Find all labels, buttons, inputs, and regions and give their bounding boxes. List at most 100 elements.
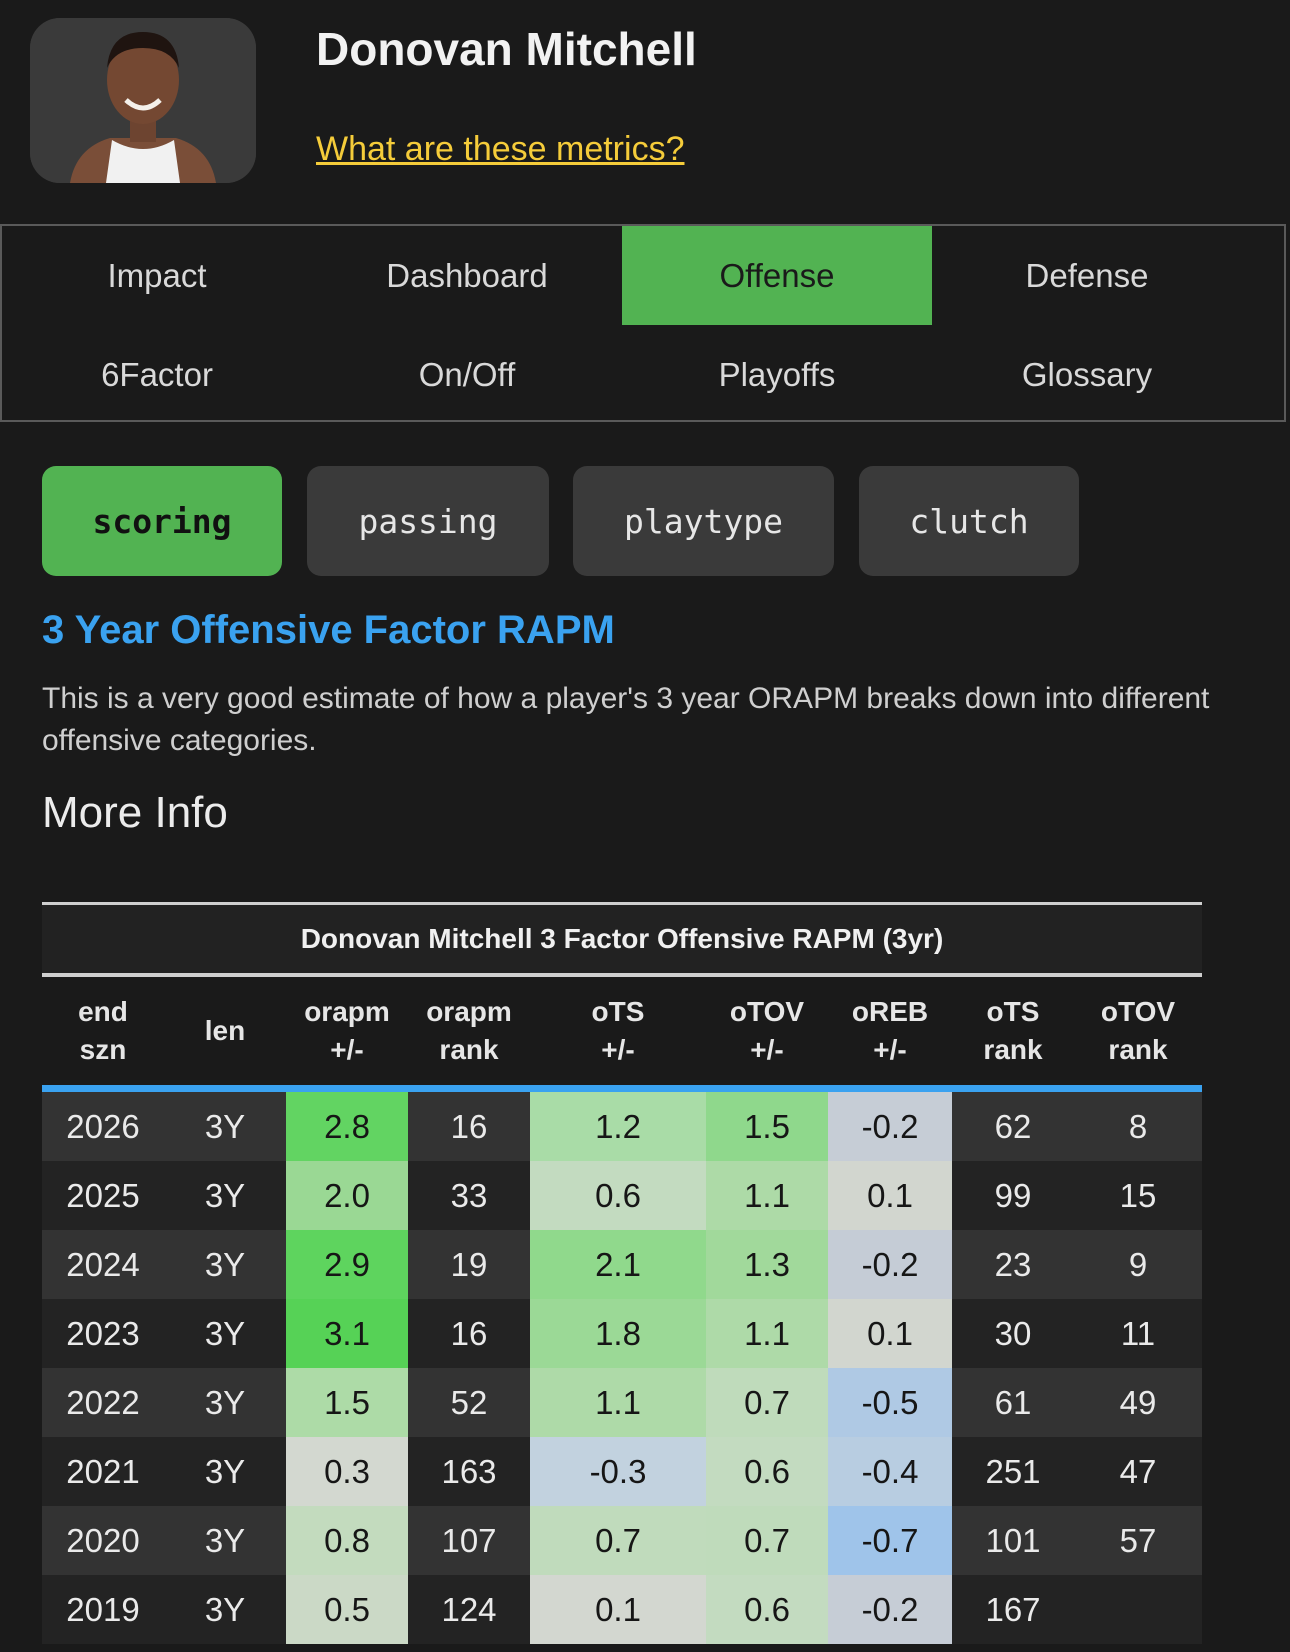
column-header-line: oTS	[591, 996, 645, 1027]
table-cell-orapm-rank: 19	[408, 1230, 530, 1299]
table-cell-otov-pm: 1.5	[706, 1088, 828, 1161]
table-cell-otov-rank: 47	[1074, 1437, 1202, 1506]
table-cell-orapm-pm: 3.1	[286, 1299, 408, 1368]
table-cell-orapm-rank: 107	[408, 1506, 530, 1575]
subtab-clutch[interactable]: clutch	[859, 466, 1079, 576]
main-nav: Impact Dashboard Offense Defense 6Factor…	[0, 224, 1286, 422]
column-header-line: +/-	[873, 1034, 907, 1065]
table-cell-orapm-pm: 0.3	[286, 1437, 408, 1506]
table-cell-otov-rank: 11	[1074, 1299, 1202, 1368]
table-cell-len: 3Y	[164, 1299, 286, 1368]
table-cell-ots-rank: 30	[952, 1299, 1074, 1368]
section-description: This is a very good estimate of how a pl…	[42, 682, 1210, 757]
table-body: 2026 3Y 2.8 16 1.2 1.5 -0.2 62 8 2025 3Y 2.0 33 0.6 1.…	[42, 1088, 1202, 1644]
subtab-passing[interactable]: passing	[307, 466, 549, 576]
nav-tab-6factor[interactable]: 6Factor	[101, 355, 213, 393]
table-cell-orapm-pm: 1.5	[286, 1368, 408, 1437]
table-cell-ots-pm: -0.3	[530, 1437, 706, 1506]
table-cell-ots-rank: 23	[952, 1230, 1074, 1299]
table-header-row: end szn len orapm +/- orapm rank oTS +/- oTOV +/- o…	[42, 977, 1202, 1092]
table-cell-oreb-pm: -0.2	[828, 1230, 952, 1299]
column-header-line: orapm	[426, 996, 512, 1027]
table-cell-end-szn: 2021	[42, 1437, 164, 1506]
nav-tab-onoff[interactable]: On/Off	[418, 355, 516, 393]
nav-tab-offense[interactable]: Offense	[622, 226, 932, 325]
column-header-line: rank	[439, 1034, 499, 1065]
column-header-line: oREB	[851, 996, 929, 1027]
table-title: Donovan Mitchell 3 Factor Offensive RAPM…	[42, 902, 1202, 977]
column-header-line: rank	[1108, 1034, 1168, 1065]
more-info-heading: More Info	[42, 788, 228, 837]
nav-tab-playoffs[interactable]: Playoffs	[718, 355, 836, 393]
table-cell-end-szn: 2025	[42, 1161, 164, 1230]
table-cell-ots-rank: 101	[952, 1506, 1074, 1575]
subtab-scoring[interactable]: scoring	[42, 466, 282, 576]
player-name: Donovan Mitchell	[316, 23, 697, 75]
column-header-line: oTOV	[729, 996, 805, 1027]
table-cell-len: 3Y	[164, 1161, 286, 1230]
column-header-len[interactable]: len	[164, 977, 286, 1092]
column-header-ots-rank[interactable]: oTS rank	[952, 977, 1074, 1092]
table-cell-orapm-pm: 0.5	[286, 1575, 408, 1644]
metrics-info-link[interactable]: What are these metrics?	[316, 130, 685, 168]
column-header-ots-pm[interactable]: oTS +/-	[530, 977, 706, 1092]
table-row: 2021 3Y 0.3 163 -0.3 0.6 -0.4 251 47	[42, 1437, 1202, 1506]
table-cell-orapm-pm: 2.0	[286, 1161, 408, 1230]
table-cell-otov-pm: 1.1	[706, 1161, 828, 1230]
table-cell-orapm-pm: 2.9	[286, 1230, 408, 1299]
column-header-orapm-rank[interactable]: orapm rank	[408, 977, 530, 1092]
section-title: 3 Year Offensive Factor RAPM	[42, 608, 615, 652]
table-cell-otov-rank: 9	[1074, 1230, 1202, 1299]
table-cell-otov-pm: 0.7	[706, 1368, 828, 1437]
nav-tab-dashboard[interactable]: Dashboard	[386, 256, 548, 294]
column-header-oreb-pm[interactable]: oREB +/-	[828, 977, 952, 1092]
table-cell-otov-pm: 1.3	[706, 1230, 828, 1299]
nav-tab-defense[interactable]: Defense	[1025, 256, 1149, 294]
table-cell-orapm-pm: 0.8	[286, 1506, 408, 1575]
table-cell-oreb-pm: 0.1	[828, 1299, 952, 1368]
rapm-table: Donovan Mitchell 3 Factor Offensive RAPM…	[42, 902, 1202, 1644]
table-cell-oreb-pm: -0.5	[828, 1368, 952, 1437]
table-cell-oreb-pm: -0.4	[828, 1437, 952, 1506]
table-cell-ots-pm: 0.7	[530, 1506, 706, 1575]
table-cell-oreb-pm: -0.2	[828, 1088, 952, 1161]
table-cell-ots-rank: 167	[952, 1575, 1074, 1644]
table-cell-otov-rank: 8	[1074, 1088, 1202, 1161]
column-header-line: len	[204, 1015, 246, 1046]
subtab-playtype[interactable]: playtype	[573, 466, 834, 576]
table-row: 2024 3Y 2.9 19 2.1 1.3 -0.2 23 9	[42, 1230, 1202, 1299]
table-cell-otov-pm: 0.6	[706, 1575, 828, 1644]
table-cell-orapm-rank: 163	[408, 1437, 530, 1506]
table-cell-len: 3Y	[164, 1506, 286, 1575]
table-cell-oreb-pm: -0.7	[828, 1506, 952, 1575]
table-cell-otov-pm: 0.7	[706, 1506, 828, 1575]
column-header-line: +/-	[330, 1034, 364, 1065]
table-cell-otov-rank: 49	[1074, 1368, 1202, 1437]
column-header-line: oTS	[986, 996, 1040, 1027]
nav-tab-impact[interactable]: Impact	[107, 256, 207, 294]
table-cell-len: 3Y	[164, 1437, 286, 1506]
column-header-line: orapm	[304, 996, 390, 1027]
table-cell-orapm-rank: 52	[408, 1368, 530, 1437]
table-cell-ots-pm: 1.1	[530, 1368, 706, 1437]
table-cell-ots-rank: 251	[952, 1437, 1074, 1506]
column-header-orapm-pm[interactable]: orapm +/-	[286, 977, 408, 1092]
table-cell-ots-pm: 0.1	[530, 1575, 706, 1644]
table-cell-len: 3Y	[164, 1575, 286, 1644]
table-row: 2019 3Y 0.5 124 0.1 0.6 -0.2 167	[42, 1575, 1202, 1644]
column-header-otov-pm[interactable]: oTOV +/-	[706, 977, 828, 1092]
table-cell-end-szn: 2024	[42, 1230, 164, 1299]
table-row: 2026 3Y 2.8 16 1.2 1.5 -0.2 62 8	[42, 1088, 1202, 1161]
table-cell-orapm-rank: 124	[408, 1575, 530, 1644]
column-header-end-szn[interactable]: end szn	[42, 977, 164, 1092]
column-header-line: +/-	[750, 1034, 784, 1065]
table-row: 2025 3Y 2.0 33 0.6 1.1 0.1 99 15	[42, 1161, 1202, 1230]
nav-tab-glossary[interactable]: Glossary	[1021, 355, 1153, 393]
table-cell-ots-pm: 1.2	[530, 1088, 706, 1161]
table-cell-ots-pm: 0.6	[530, 1161, 706, 1230]
rapm-data-table: end szn len orapm +/- orapm rank oTS +/- oTOV +/- o…	[42, 977, 1202, 1644]
table-cell-otov-rank: 15	[1074, 1161, 1202, 1230]
table-row: 2020 3Y 0.8 107 0.7 0.7 -0.7 101 57	[42, 1506, 1202, 1575]
column-header-otov-rank[interactable]: oTOV rank	[1074, 977, 1202, 1092]
table-cell-end-szn: 2019	[42, 1575, 164, 1644]
